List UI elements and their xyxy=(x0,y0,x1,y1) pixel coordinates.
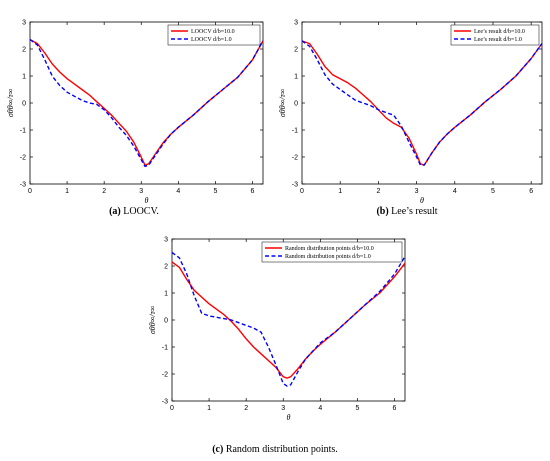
plot-frame-c xyxy=(171,238,406,402)
x-axis-label-a: θ xyxy=(145,196,149,205)
y-tick-label-c: 3 xyxy=(164,237,168,244)
x-tick-label-c: 4 xyxy=(318,405,322,412)
y-tick-label-a: 3 xyxy=(22,20,26,27)
x-tick-label-a: 5 xyxy=(213,188,217,195)
x-tick-label-c: 1 xyxy=(207,405,211,412)
caption-c: (c) Random distribution points. xyxy=(212,444,338,455)
caption-a: (a) LOOCV. xyxy=(109,206,159,217)
y-tick-label-b: -2 xyxy=(292,155,298,162)
series-line-b-2 xyxy=(301,40,543,166)
legend-label-c-2: Random distribution points d/b=1.0 xyxy=(285,254,371,260)
x-axis-label-c: θ xyxy=(287,413,291,422)
y-axis-label-a: σθθ∞/τ∞ xyxy=(6,89,15,118)
x-tick-label-b: 3 xyxy=(415,188,419,195)
legend-label-b-1: Lee’s result d/b=10.0 xyxy=(474,29,525,35)
legend-c: Random distribution points d/b=10.0 Rando… xyxy=(261,241,403,263)
y-tick-label-c: -1 xyxy=(162,345,168,352)
x-tick-label-a: 1 xyxy=(65,188,69,195)
caption-b-text: Lee’s result xyxy=(391,206,438,217)
caption-b: (b) Lee’s result xyxy=(376,206,437,217)
legend-label-b-2: Lee’s result d/b=1.0 xyxy=(474,37,522,43)
y-tick-label-a: 0 xyxy=(22,101,26,108)
x-tick-label-b: 6 xyxy=(529,188,533,195)
x-tick-label-b: 5 xyxy=(491,188,495,195)
y-tick-label-a: -2 xyxy=(20,155,26,162)
legend-box-a xyxy=(167,24,261,46)
legend-box-c xyxy=(261,241,403,263)
y-tick-label-c: -2 xyxy=(162,372,168,379)
y-tick-label-a: -1 xyxy=(20,128,26,135)
plot-frame-b xyxy=(301,21,543,185)
y-tick-label-a: -3 xyxy=(20,182,26,189)
y-tick-label-b: 1 xyxy=(294,74,298,81)
legend-label-c-1: Random distribution points d/b=10.0 xyxy=(285,246,374,252)
x-axis-label-b: θ xyxy=(420,196,424,205)
x-tick-label-a: 2 xyxy=(102,188,106,195)
y-tick-label-b: 2 xyxy=(294,47,298,54)
y-tick-label-a: 2 xyxy=(22,47,26,54)
y-tick-label-b: -3 xyxy=(292,182,298,189)
caption-c-tag: (c) xyxy=(212,444,224,455)
x-tick-label-c: 5 xyxy=(355,405,359,412)
series-line-c-1 xyxy=(171,261,406,379)
x-tick-label-b: 0 xyxy=(300,188,304,195)
x-tick-label-b: 1 xyxy=(338,188,342,195)
series-line-c-2 xyxy=(171,251,406,387)
y-axis-label-b: σθθ∞/τ∞ xyxy=(278,89,287,118)
y-tick-label-c: 0 xyxy=(164,318,168,325)
y-tick-label-c: 1 xyxy=(164,291,168,298)
y-tick-label-c: -3 xyxy=(162,399,168,406)
x-tick-label-c: 2 xyxy=(244,405,248,412)
series-line-b-1 xyxy=(301,40,543,166)
x-tick-label-a: 3 xyxy=(139,188,143,195)
x-tick-label-a: 0 xyxy=(28,188,32,195)
plot-frame-a xyxy=(29,21,264,185)
x-tick-label-b: 4 xyxy=(453,188,457,195)
legend-label-a-1: LOOCV d/b=10.0 xyxy=(191,29,235,35)
y-tick-label-b: -1 xyxy=(292,128,298,135)
legend-label-a-2: LOOCV d/b=1.0 xyxy=(191,37,232,43)
x-tick-label-c: 0 xyxy=(170,405,174,412)
y-tick-label-b: 3 xyxy=(294,20,298,27)
x-tick-label-c: 6 xyxy=(393,405,397,412)
caption-b-tag: (b) xyxy=(376,206,389,217)
y-tick-label-c: 2 xyxy=(164,264,168,271)
caption-a-tag: (a) xyxy=(109,206,121,217)
x-tick-label-c: 3 xyxy=(281,405,285,412)
y-axis-label-c: σθθ∞/τ∞ xyxy=(148,306,157,335)
y-tick-label-b: 0 xyxy=(294,101,298,108)
x-tick-label-b: 2 xyxy=(376,188,380,195)
legend-a: LOOCV d/b=10.0 LOOCV d/b=1.0 xyxy=(167,24,261,46)
caption-a-text: LOOCV. xyxy=(123,206,159,217)
legend-box-b xyxy=(450,24,540,46)
x-tick-label-a: 4 xyxy=(176,188,180,195)
y-tick-label-a: 1 xyxy=(22,74,26,81)
x-tick-label-a: 6 xyxy=(251,188,255,195)
series-line-a-1 xyxy=(29,38,264,166)
caption-c-text: Random distribution points. xyxy=(225,444,338,455)
legend-b: Lee’s result d/b=10.0 Lee’s result d/b=1.… xyxy=(450,24,540,46)
series-line-a-2 xyxy=(29,38,264,168)
